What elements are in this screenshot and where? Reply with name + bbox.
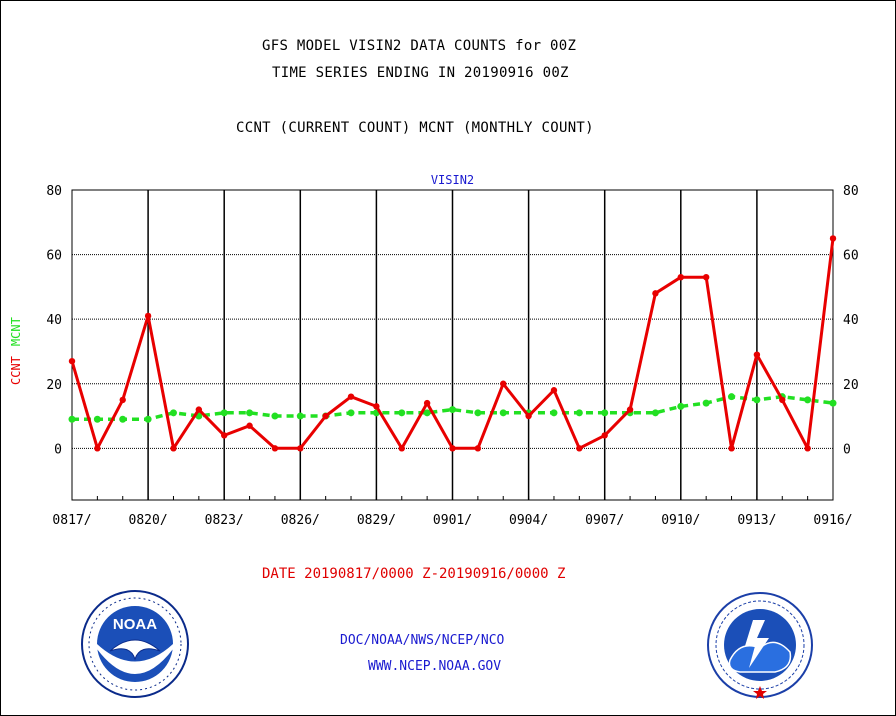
data-point-ccnt (144, 312, 152, 320)
y-tick-label-left: 80 (46, 184, 62, 199)
data-point-ccnt (702, 273, 710, 281)
data-point-ccnt (753, 351, 761, 358)
data-point-mcnt (220, 409, 228, 417)
chart-subtitle: CCNT (CURRENT COUNT) MCNT (MONTHLY COUNT… (236, 120, 594, 136)
data-point-ccnt (474, 445, 482, 452)
y-tick-label-right: 40 (843, 313, 859, 328)
data-point-mcnt (575, 409, 583, 417)
y-tick-label-right: 80 (843, 184, 859, 199)
data-point-ccnt (246, 422, 253, 429)
data-point-ccnt (576, 445, 583, 452)
data-point-mcnt (651, 409, 659, 417)
data-point-ccnt (170, 445, 177, 452)
data-point-mcnt (246, 409, 254, 417)
data-point-mcnt (728, 393, 736, 401)
y-tick-label-right: 20 (843, 378, 859, 393)
data-point-mcnt (804, 396, 812, 404)
chart-title-line2: TIME SERIES ENDING IN 20190916 00Z (272, 65, 569, 81)
noaa-logo-wordmark: NOAA (113, 616, 157, 633)
data-point-ccnt (271, 445, 279, 452)
nws-logo (707, 592, 813, 699)
data-point-ccnt (550, 387, 558, 394)
y-axis-label: CCNT MCNT (9, 317, 23, 385)
data-point-ccnt (322, 412, 329, 420)
x-tick-label: 0907/ (585, 513, 624, 528)
data-point-ccnt (373, 403, 380, 410)
chart-title-line1: GFS MODEL VISIN2 DATA COUNTS for 00Z (262, 38, 577, 54)
data-point-mcnt (550, 409, 558, 417)
x-tick-label: 0910/ (661, 513, 700, 528)
data-point-ccnt (626, 406, 634, 413)
data-point-mcnt (677, 402, 685, 410)
data-point-ccnt (677, 273, 684, 281)
data-point-mcnt (423, 409, 431, 417)
data-point-mcnt (601, 409, 609, 417)
x-tick-label: 0916/ (813, 513, 852, 528)
panel-title: VISIN2 (431, 173, 474, 187)
data-point-mcnt (93, 415, 101, 423)
org-path-label: DOC/NOAA/NWS/NCEP/NCO (340, 633, 505, 648)
date-range-label: DATE 20190817/0000 Z-20190916/0000 Z (262, 566, 566, 582)
data-point-mcnt (753, 396, 761, 404)
x-tick-label: 0817/ (52, 513, 91, 528)
data-point-mcnt (398, 409, 406, 417)
y-tick-label-left: 60 (46, 249, 62, 264)
x-tick-label: 0823/ (205, 513, 244, 528)
data-point-mcnt (499, 409, 507, 417)
data-point-mcnt (702, 399, 710, 407)
data-point-mcnt (271, 412, 279, 420)
y-tick-label-right: 0 (843, 442, 851, 457)
data-point-mcnt (169, 409, 177, 417)
x-tick-label: 0826/ (281, 513, 320, 528)
x-tick-label: 0904/ (509, 513, 548, 528)
noaa-logo: NOAA (81, 590, 189, 698)
data-point-ccnt (398, 445, 405, 452)
x-tick-label: 0829/ (357, 513, 396, 528)
data-point-mcnt (829, 399, 837, 407)
data-point-ccnt (449, 445, 456, 452)
data-point-ccnt (347, 393, 355, 400)
data-point-mcnt (449, 406, 456, 414)
data-point-ccnt (68, 357, 76, 365)
data-point-ccnt (221, 432, 228, 439)
data-point-ccnt (423, 399, 431, 407)
y-axis-label-ccnt: CCNT (9, 356, 23, 385)
data-point-ccnt (728, 445, 735, 452)
data-point-ccnt (829, 235, 837, 242)
data-point-mcnt (144, 415, 152, 423)
data-point-ccnt (652, 290, 659, 297)
y-tick-label-left: 0 (54, 442, 62, 457)
data-point-ccnt (601, 432, 608, 439)
data-point-mcnt (347, 409, 355, 417)
data-point-ccnt (804, 445, 811, 452)
data-point-ccnt (94, 445, 101, 452)
y-tick-label-left: 40 (46, 313, 62, 328)
y-tick-label-left: 20 (46, 378, 62, 393)
data-point-mcnt (119, 415, 127, 423)
y-axis-label-mcnt: MCNT (9, 317, 23, 346)
y-tick-label-right: 60 (843, 249, 859, 264)
website-label: WWW.NCEP.NOAA.GOV (368, 659, 502, 674)
data-point-ccnt (500, 380, 507, 387)
data-point-ccnt (297, 445, 304, 452)
data-point-ccnt (119, 396, 126, 404)
data-point-ccnt (779, 396, 786, 404)
data-point-mcnt (474, 409, 482, 417)
x-tick-label: 0901/ (433, 513, 472, 528)
data-point-ccnt (195, 406, 203, 413)
data-point-ccnt (525, 412, 532, 420)
data-point-mcnt (296, 412, 304, 420)
x-tick-label: 0820/ (129, 513, 168, 528)
data-point-mcnt (68, 415, 76, 423)
x-tick-label: 0913/ (737, 513, 776, 528)
